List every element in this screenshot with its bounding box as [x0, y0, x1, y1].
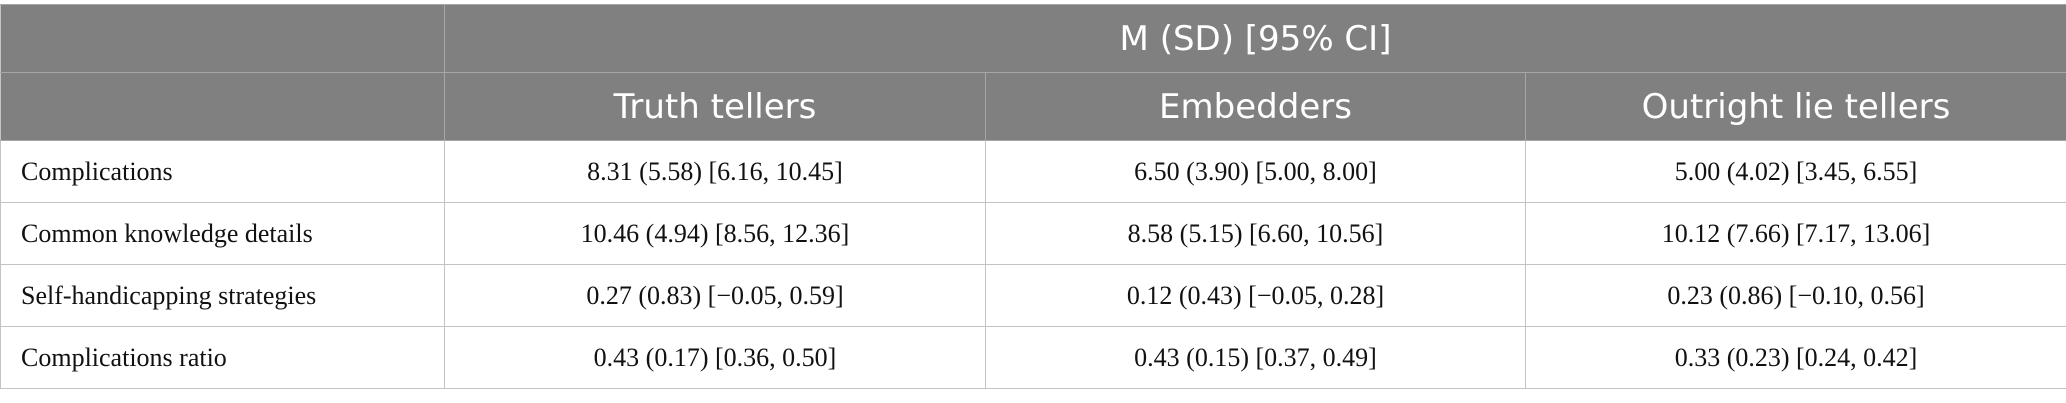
row-label: Complications ratio	[0, 326, 445, 389]
table-cell: 8.58 (5.15) [6.60, 10.56]	[985, 202, 1526, 265]
row-label: Self-handicapping strategies	[0, 264, 445, 327]
table-cell: 0.43 (0.17) [0.36, 0.50]	[444, 326, 986, 389]
row-label: Complications	[0, 140, 445, 203]
table-cell: 0.23 (0.86) [−0.10, 0.56]	[1524, 264, 2066, 327]
header-corner-cell-lower	[0, 72, 445, 141]
column-header-embedders: Embedders	[985, 72, 1526, 141]
table-row: Self-handicapping strategies 0.27 (0.83)…	[0, 264, 2066, 327]
table-cell: 8.31 (5.58) [6.16, 10.45]	[444, 140, 986, 203]
table-cell: 0.33 (0.23) [0.24, 0.42]	[1524, 326, 2066, 389]
table-cell: 6.50 (3.90) [5.00, 8.00]	[985, 140, 1526, 203]
row-label: Common knowledge details	[0, 202, 445, 265]
table-cell: 0.43 (0.15) [0.37, 0.49]	[985, 326, 1526, 389]
column-header-truth-tellers: Truth tellers	[444, 72, 986, 141]
header-row-columns: Truth tellers Embedders Outright lie tel…	[0, 72, 2066, 141]
table-cell: 5.00 (4.02) [3.45, 6.55]	[1524, 140, 2066, 203]
table-row: Common knowledge details 10.46 (4.94) [8…	[0, 202, 2066, 265]
super-header: M (SD) [95% CI]	[443, 4, 2066, 73]
header-row-top: M (SD) [95% CI]	[0, 4, 2066, 73]
column-header-outright-lie-tellers: Outright lie tellers	[1524, 72, 2066, 141]
table-cell: 10.46 (4.94) [8.56, 12.36]	[444, 202, 986, 265]
table-cell: 0.12 (0.43) [−0.05, 0.28]	[985, 264, 1526, 327]
table-row: Complications 8.31 (5.58) [6.16, 10.45] …	[0, 140, 2066, 203]
table-cell: 0.27 (0.83) [−0.05, 0.59]	[444, 264, 986, 327]
table-row: Complications ratio 0.43 (0.17) [0.36, 0…	[0, 326, 2066, 389]
results-table: M (SD) [95% CI] Truth tellers Embedders …	[0, 4, 2066, 389]
table-cell: 10.12 (7.66) [7.17, 13.06]	[1524, 202, 2066, 265]
header-corner-cell	[0, 4, 445, 73]
